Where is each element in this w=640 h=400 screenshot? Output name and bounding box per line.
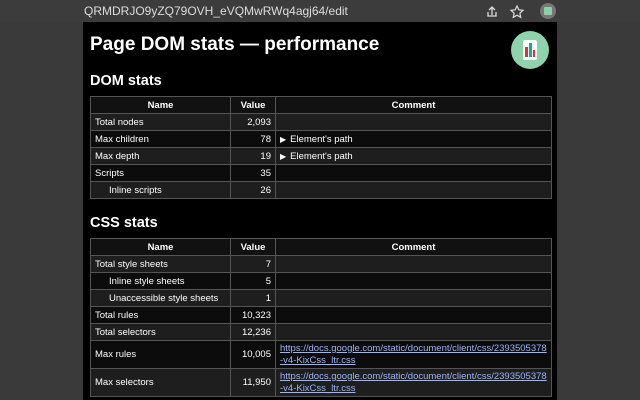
popup: Page DOM stats — performance DOM stats Na… — [83, 22, 557, 400]
comment-cell: ▶ Element's path — [275, 130, 552, 148]
page-title: Page DOM stats — performance — [90, 34, 380, 55]
value-cell: 10,323 — [230, 306, 276, 324]
comment-cell: https://docs.google.com/static/document/… — [275, 368, 552, 397]
value-cell: 7 — [230, 255, 276, 273]
value-cell: 78 — [230, 130, 276, 148]
name-cell: Scripts — [90, 164, 231, 182]
name-cell: Max rules — [90, 340, 231, 369]
comment-cell — [275, 289, 552, 307]
disclosure-triangle: ▶ — [280, 134, 287, 144]
stylesheet-link[interactable]: https://docs.google.com/static/document/… — [280, 342, 547, 366]
name-cell: Inline scripts — [90, 181, 231, 199]
section-heading: CSS stats — [90, 215, 158, 231]
comment-cell — [275, 255, 552, 273]
url[interactable]: QRMDRJO9yZQ79OVH_eVQMwRWq4agj64/edit — [84, 4, 348, 18]
row: Scripts 35 — [90, 164, 552, 182]
column-header: Name — [90, 96, 231, 114]
column-header: Value — [230, 96, 276, 114]
header-row: Name Value Comment — [90, 238, 552, 256]
name-cell: Total style sheets — [90, 255, 231, 273]
extension-glyph — [544, 7, 552, 15]
row: Max children 78 ▶ Element's path — [90, 130, 552, 148]
row: Total style sheets 7 — [90, 255, 552, 273]
disclosure-label: Element's path — [290, 133, 353, 145]
name-cell: Unaccessible style sheets — [90, 289, 231, 307]
value-cell: 11,950 — [230, 368, 276, 397]
row: Max rules 10,005 https://docs.google.com/s… — [90, 340, 552, 369]
browser-bar: QRMDRJO9yZQ79OVH_eVQMwRWq4agj64/edit — [0, 0, 640, 22]
comment-cell — [275, 113, 552, 131]
logo — [511, 31, 549, 69]
stats-table: Name Value Comment Total nodes 2,093 Max chil… — [90, 96, 552, 199]
value-cell: 12,236 — [230, 323, 276, 341]
row: Total selectors 12,236 — [90, 323, 552, 341]
column-header: Name — [90, 238, 231, 256]
value-cell: 5 — [230, 272, 276, 290]
name-cell: Total rules — [90, 306, 231, 324]
column-header: Comment — [275, 96, 552, 114]
disclosure[interactable]: ▶ Element's path — [280, 151, 353, 162]
stylesheet-link[interactable]: https://docs.google.com/static/document/… — [280, 370, 547, 394]
value-cell: 19 — [230, 147, 276, 165]
disclosure-triangle: ▶ — [280, 151, 287, 161]
comment-cell — [275, 323, 552, 341]
toolbar-icons — [487, 3, 556, 19]
name-cell: Max children — [90, 130, 231, 148]
section-heading: DOM stats — [90, 73, 162, 89]
row: Total rules 10,323 — [90, 306, 552, 324]
name-cell: Total nodes — [90, 113, 231, 131]
comment-cell — [275, 272, 552, 290]
stats-table: Name Value Comment Total style sheets 7 Inlin… — [90, 238, 552, 397]
row: Inline style sheets 5 — [90, 272, 552, 290]
column-header: Comment — [275, 238, 552, 256]
value-cell: 2,093 — [230, 113, 276, 131]
column-header: Value — [230, 238, 276, 256]
comment-cell — [275, 181, 552, 199]
section: CSS stats Name Value Comment Total style she… — [90, 215, 552, 397]
value-cell: 10,005 — [230, 340, 276, 369]
star-icon[interactable] — [509, 4, 525, 19]
share-icon[interactable] — [487, 6, 497, 17]
row: Inline scripts 26 — [90, 181, 552, 199]
comment-cell — [275, 164, 552, 182]
row: Total nodes 2,093 — [90, 113, 552, 131]
value-cell: 1 — [230, 289, 276, 307]
name-cell: Total selectors — [90, 323, 231, 341]
comment-cell — [275, 306, 552, 324]
name-cell: Max depth — [90, 147, 231, 165]
disclosure-label: Element's path — [290, 150, 353, 162]
row: Unaccessible style sheets 1 — [90, 289, 552, 307]
name-cell: Inline style sheets — [90, 272, 231, 290]
row: Max depth 19 ▶ Element's path — [90, 147, 552, 165]
section: DOM stats Name Value Comment Total nodes 2,09… — [90, 73, 552, 199]
comment-cell: ▶ Element's path — [275, 147, 552, 165]
comment-cell: https://docs.google.com/static/document/… — [275, 340, 552, 369]
header-row: Name Value Comment — [90, 96, 552, 114]
row: Max selectors 11,950 https://docs.google.c… — [90, 368, 552, 397]
value-cell: 35 — [230, 164, 276, 182]
name-cell: Max selectors — [90, 368, 231, 397]
disclosure[interactable]: ▶ Element's path — [280, 134, 353, 145]
value-cell: 26 — [230, 181, 276, 199]
